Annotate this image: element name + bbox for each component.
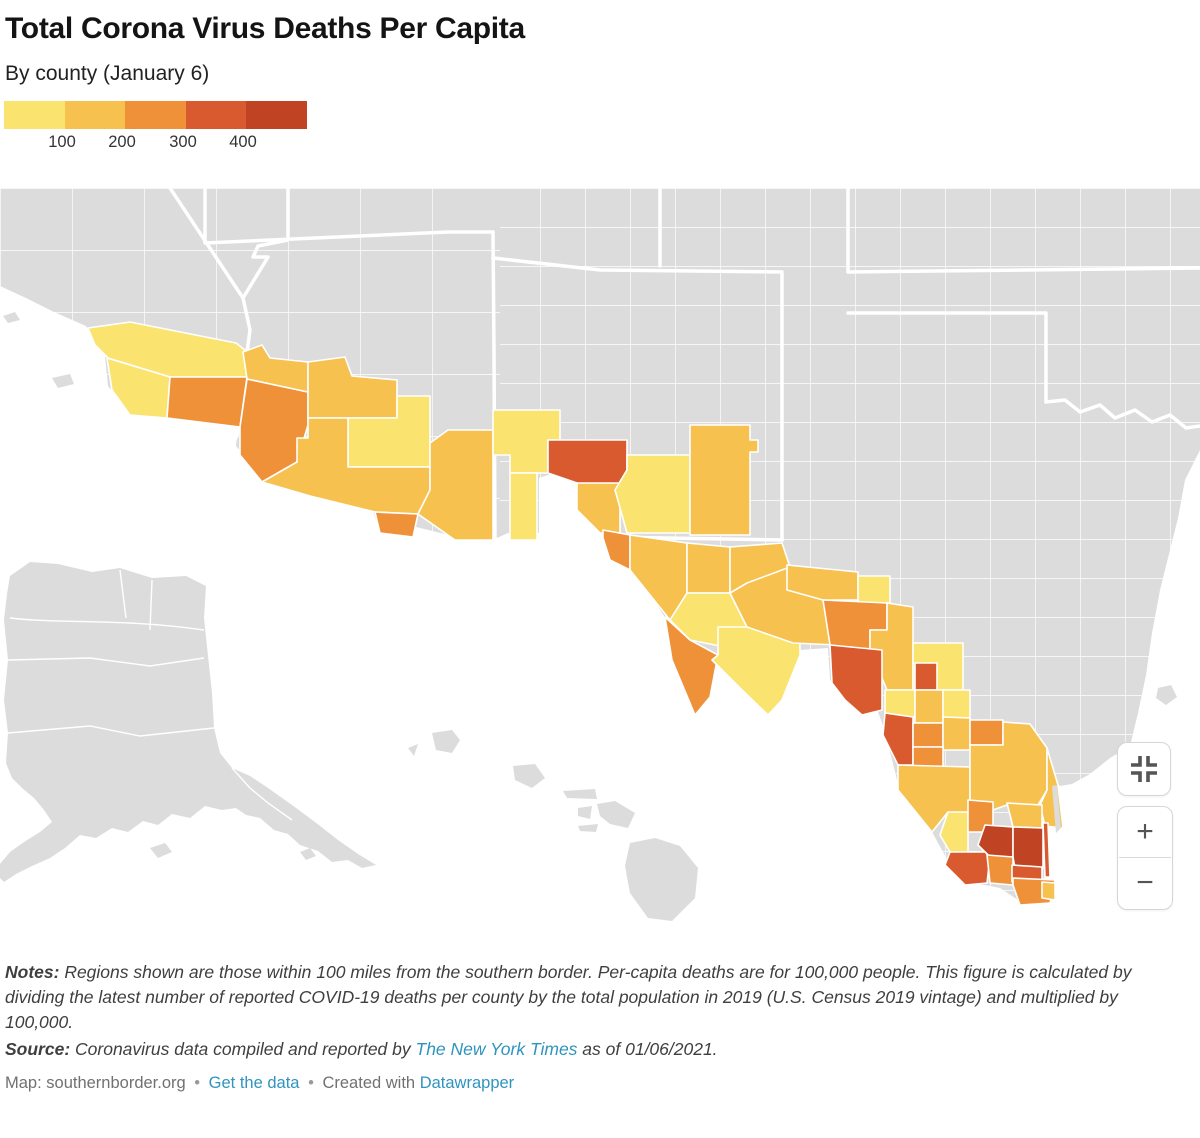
county-shape-luna-south[interactable] [576,482,621,534]
zoom-controls: + − [1117,806,1173,910]
county-shape-presidio[interactable] [664,616,719,716]
coast-islands [1052,685,1177,833]
county-shape-rio-b[interactable] [986,854,1014,886]
get-the-data-link[interactable]: Get the data [208,1074,300,1093]
county-shape-imperial[interactable] [166,376,248,428]
legend-tick-label: 400 [229,132,257,151]
county-shape-brooks[interactable] [1006,802,1043,829]
map-canvas[interactable] [0,188,1200,940]
hawaii-inset [408,730,698,921]
zoom-in-button[interactable]: + [1136,815,1154,848]
zoom-out-button[interactable]: − [1136,866,1154,899]
county-shape-dona-ana[interactable] [614,454,691,534]
county-shape-la-salle[interactable] [969,719,1004,746]
county-shape-kinney[interactable] [942,689,971,719]
legend-swatches [4,100,307,129]
page-subtitle: By county (January 6) [5,61,210,85]
separator-dot: • [194,1074,201,1093]
source-link[interactable]: The New York Times [415,1039,578,1060]
county-shape-uvalde[interactable] [914,689,944,724]
source-label: Source: [5,1039,71,1060]
legend-swatch [246,100,307,129]
county-shape-otero[interactable] [689,424,759,536]
county-shape-san-diego[interactable] [106,357,171,419]
datawrapper-link[interactable]: Datawrapper [419,1074,515,1093]
created-with-label: Created with [322,1074,416,1093]
legend-tick-label: 300 [169,132,197,151]
county-shape-cochise[interactable] [417,429,494,541]
county-shape-santa-cruz[interactable] [374,511,419,538]
border-counties [87,321,1064,906]
county-shape-ward-block[interactable] [786,564,859,601]
notes-label: Notes: [5,962,60,982]
county-shape-padre-island[interactable] [1042,822,1051,878]
color-legend: 100 200 300 400 [4,100,404,155]
county-shape-rio-a[interactable] [944,851,991,886]
separator-dot: • [308,1074,314,1093]
channel-islands [3,312,74,388]
zoom-divider [1119,857,1171,858]
chart-header: Total Corona Virus Deaths Per Capita By … [0,0,1200,86]
county-shape-el-paso[interactable] [602,529,631,571]
chart-footer: Notes: Regions shown are those within 10… [5,960,1165,1093]
county-shape-hidalgo-tx[interactable] [1012,826,1044,869]
county-shape-maverick[interactable] [882,712,914,766]
county-shape-cameron-e[interactable] [1041,881,1056,901]
notes-text: Notes: Regions shown are those within 10… [5,962,1132,1033]
county-shape-crane[interactable] [857,575,891,604]
county-shape-hidalgo-nm[interactable] [509,472,538,541]
legend-swatch [64,100,126,129]
source-text: Source: Coronavirus data compiled and re… [5,1039,718,1060]
choropleth-map[interactable]: + − [0,188,1200,940]
legend-tick-label: 200 [108,132,136,151]
byline: Map: southernborder.org • Get the data •… [5,1074,1165,1093]
legend-tick-label: 100 [48,132,76,151]
county-shape-culberson[interactable] [686,542,731,594]
compress-icon [1131,756,1157,782]
legend-swatch [125,100,186,129]
legend-swatch [185,100,247,129]
byline-map-credit: Map: southernborder.org [5,1074,186,1093]
county-shape-frio[interactable] [942,716,971,751]
legend-swatch [4,100,65,129]
alaska-inset [0,562,376,882]
county-shape-sutton-red[interactable] [914,662,938,691]
fit-view-button[interactable] [1117,742,1171,796]
county-shape-val-verde[interactable] [829,644,883,716]
county-shape-zavala[interactable] [912,722,944,748]
page-title: Total Corona Virus Deaths Per Capita [5,12,525,45]
